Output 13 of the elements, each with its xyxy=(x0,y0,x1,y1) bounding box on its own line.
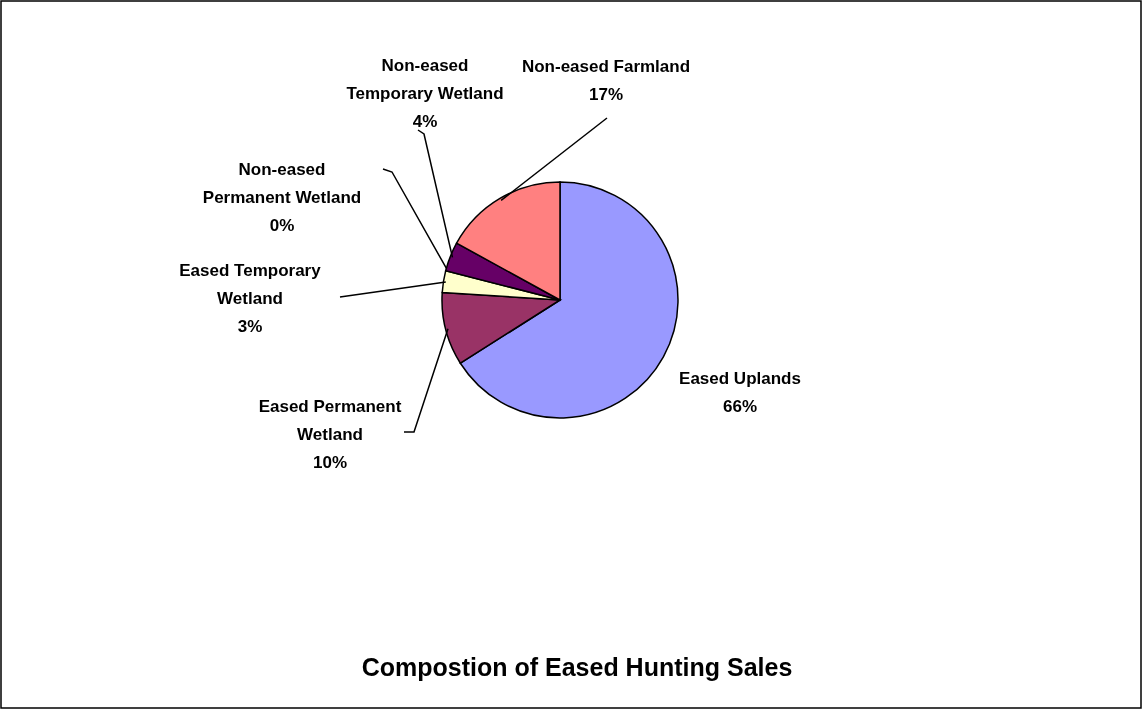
slice-label: Eased Permanent Wetland xyxy=(258,397,402,444)
data-label: 66% xyxy=(722,397,758,416)
data-label: 17% xyxy=(588,85,624,104)
category-label: Non-eased Permanent Wetland xyxy=(202,160,362,207)
slice-label: Non-eased Farmland xyxy=(521,57,691,76)
slice-label: Non-eased Temporary Wetland xyxy=(346,56,504,103)
text: 0% xyxy=(269,216,295,235)
data-label: 4% xyxy=(412,112,438,131)
data-label: 10% xyxy=(312,453,348,472)
slice-label: Eased Temporary Wetland xyxy=(179,261,322,308)
data-label: 3% xyxy=(237,317,263,336)
slice-label: Eased Uplands xyxy=(679,369,801,388)
text: Compostion of Eased Hunting Sales xyxy=(361,653,793,681)
